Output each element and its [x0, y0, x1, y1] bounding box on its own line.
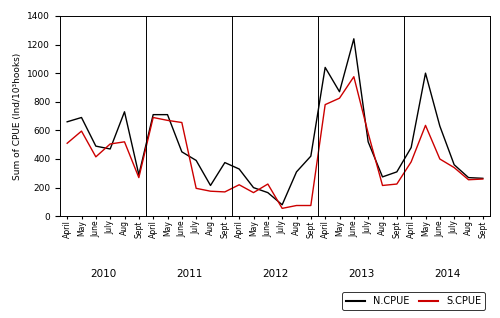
Line: N.CPUE: N.CPUE: [67, 39, 483, 205]
S.CPUE: [380, 183, 386, 187]
N.CPUE: [451, 163, 457, 167]
S.CPUE: [279, 206, 285, 210]
S.CPUE: [351, 75, 357, 79]
S.CPUE: [64, 141, 70, 145]
N.CPUE: [78, 115, 84, 119]
N.CPUE: [365, 140, 371, 144]
N.CPUE: [150, 113, 156, 117]
Line: S.CPUE: S.CPUE: [67, 77, 483, 208]
N.CPUE: [408, 146, 414, 149]
S.CPUE: [480, 177, 486, 181]
N.CPUE: [380, 175, 386, 179]
Text: 2014: 2014: [434, 269, 460, 279]
S.CPUE: [136, 176, 142, 179]
Y-axis label: Sum of CPUE (Ind/10³hooks): Sum of CPUE (Ind/10³hooks): [12, 52, 22, 180]
S.CPUE: [179, 121, 185, 124]
S.CPUE: [150, 115, 156, 119]
N.CPUE: [179, 150, 185, 154]
N.CPUE: [136, 173, 142, 176]
N.CPUE: [351, 37, 357, 41]
S.CPUE: [250, 191, 256, 195]
N.CPUE: [107, 147, 113, 151]
S.CPUE: [193, 186, 199, 190]
Text: 2013: 2013: [348, 269, 374, 279]
S.CPUE: [466, 178, 471, 182]
N.CPUE: [480, 176, 486, 180]
S.CPUE: [236, 183, 242, 187]
S.CPUE: [394, 182, 400, 186]
N.CPUE: [122, 110, 128, 114]
S.CPUE: [422, 123, 428, 127]
N.CPUE: [222, 161, 228, 164]
S.CPUE: [164, 118, 170, 122]
N.CPUE: [294, 170, 300, 174]
N.CPUE: [265, 191, 271, 195]
S.CPUE: [365, 131, 371, 135]
S.CPUE: [122, 140, 128, 144]
N.CPUE: [64, 120, 70, 124]
Text: 2011: 2011: [176, 269, 202, 279]
S.CPUE: [222, 190, 228, 194]
Text: 2010: 2010: [90, 269, 116, 279]
S.CPUE: [107, 142, 113, 146]
S.CPUE: [437, 157, 443, 161]
N.CPUE: [208, 183, 214, 187]
Text: 2012: 2012: [262, 269, 288, 279]
N.CPUE: [336, 90, 342, 93]
N.CPUE: [437, 124, 443, 128]
S.CPUE: [78, 129, 84, 133]
N.CPUE: [236, 167, 242, 171]
S.CPUE: [336, 96, 342, 100]
S.CPUE: [208, 189, 214, 193]
N.CPUE: [250, 186, 256, 190]
N.CPUE: [279, 203, 285, 207]
S.CPUE: [322, 103, 328, 107]
N.CPUE: [164, 113, 170, 117]
S.CPUE: [308, 204, 314, 207]
N.CPUE: [422, 71, 428, 75]
Legend: N.CPUE, S.CPUE: N.CPUE, S.CPUE: [342, 292, 485, 310]
S.CPUE: [93, 155, 99, 159]
N.CPUE: [394, 170, 400, 174]
S.CPUE: [265, 182, 271, 186]
N.CPUE: [93, 144, 99, 148]
S.CPUE: [408, 160, 414, 164]
S.CPUE: [451, 166, 457, 169]
N.CPUE: [308, 154, 314, 158]
S.CPUE: [294, 204, 300, 207]
N.CPUE: [466, 176, 471, 179]
N.CPUE: [193, 159, 199, 162]
N.CPUE: [322, 66, 328, 69]
